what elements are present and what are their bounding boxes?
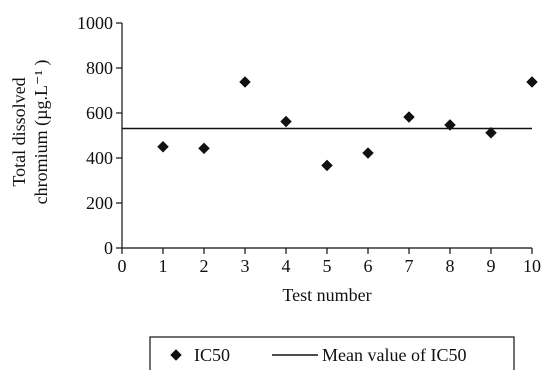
y-tick-label: 1000	[77, 13, 113, 33]
data-point	[444, 119, 456, 131]
data-point	[321, 159, 333, 172]
data-point	[280, 115, 292, 128]
x-tick-label: 1	[159, 256, 168, 276]
y-tick-label: 400	[86, 148, 113, 168]
data-point	[198, 142, 210, 155]
y-tick-label: 200	[86, 193, 113, 213]
data-point	[157, 140, 169, 153]
axes: 0 200 400 600 800 1000 0 1 2 3 4 5 6 7 8 9 10	[77, 13, 541, 276]
y-tick-label: 800	[86, 58, 113, 78]
legend-label-mean-value: Mean value of IC50	[322, 345, 466, 365]
x-tick-label: 0	[118, 256, 127, 276]
legend-marker-ic50	[170, 349, 182, 361]
y-axis-title-line-2: chromium (µg.L⁻¹ )	[31, 60, 52, 205]
x-tick-label: 4	[282, 256, 291, 276]
x-tick-label: 6	[364, 256, 373, 276]
y-tick-label: 0	[104, 238, 113, 258]
legend-label-ic50: IC50	[194, 345, 230, 365]
data-point	[362, 147, 374, 159]
x-tick-label: 10	[523, 256, 541, 276]
x-tick-label: 5	[323, 256, 332, 276]
legend-box	[149, 336, 515, 370]
data-point	[239, 76, 251, 88]
data-point	[485, 126, 497, 139]
y-tick-label: 600	[86, 103, 113, 123]
x-tick-label: 2	[200, 256, 209, 276]
legend: IC50 Mean value of IC50	[149, 336, 515, 370]
x-axis-title: Test number	[282, 285, 371, 305]
axis-labels: Test number Total dissolved chromium (µg…	[9, 60, 372, 305]
y-axis-title-line-1: Total dissolved	[9, 77, 29, 186]
x-tick-label: 3	[241, 256, 250, 276]
x-tick-label: 8	[446, 256, 455, 276]
data-point	[403, 111, 415, 123]
plot-area	[122, 76, 538, 172]
data-point	[526, 76, 538, 88]
x-tick-label: 7	[405, 256, 414, 276]
x-tick-label: 9	[487, 256, 496, 276]
